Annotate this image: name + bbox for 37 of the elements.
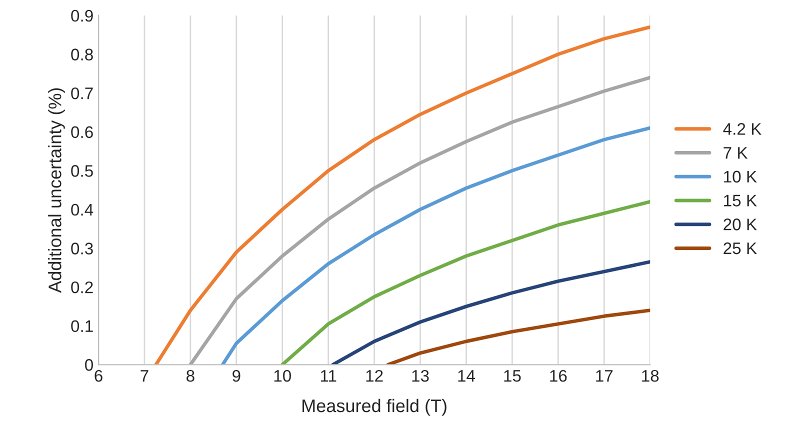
y-tick-label: 0 — [85, 359, 93, 371]
x-tick-label: 17 — [596, 370, 613, 382]
x-tick-label: 18 — [642, 370, 659, 382]
line-series — [386, 308, 650, 365]
line-series — [220, 126, 650, 365]
y-tick-label: 0.9 — [71, 10, 93, 22]
line-series — [331, 260, 650, 365]
x-tick-label: 10 — [274, 370, 291, 382]
x-tick-label: 12 — [366, 370, 383, 382]
x-tick-label: 8 — [186, 370, 194, 382]
y-tick-label: 0.7 — [71, 87, 93, 100]
y-tick-label: 0.3 — [71, 242, 93, 254]
legend-label: 20 K — [724, 218, 757, 230]
x-tick-label: 16 — [550, 370, 567, 382]
x-tick-label: 7 — [140, 370, 148, 382]
line-series — [154, 25, 650, 365]
line-series — [188, 76, 650, 365]
y-tick-label: 0.5 — [71, 165, 93, 177]
y-tick-label: 0.8 — [71, 48, 93, 60]
x-tick-label: 15 — [504, 370, 521, 382]
x-tick-label: 13 — [412, 370, 429, 382]
legend-label: 4.2 K — [723, 123, 762, 135]
x-tick-label: 9 — [232, 370, 240, 382]
legend-label: 7 K — [724, 147, 748, 159]
y-tick-label: 0.6 — [71, 126, 93, 138]
x-tick-label: 11 — [320, 370, 336, 382]
x-tick-label: 6 — [94, 370, 102, 382]
legend-label: 25 K — [724, 242, 757, 254]
legend-label: 15 K — [724, 194, 757, 206]
y-tick-label: 0.4 — [71, 204, 94, 216]
y-axis-title: Additional uncertainty (%) — [48, 88, 65, 293]
y-tick-label: 0.2 — [71, 281, 93, 294]
line-series — [280, 200, 650, 365]
legend-label: 10 K — [724, 170, 757, 183]
y-tick-label: 0.1 — [71, 320, 93, 332]
x-tick-label: 14 — [458, 370, 476, 382]
x-axis-title: Measured field (T) — [302, 398, 446, 416]
